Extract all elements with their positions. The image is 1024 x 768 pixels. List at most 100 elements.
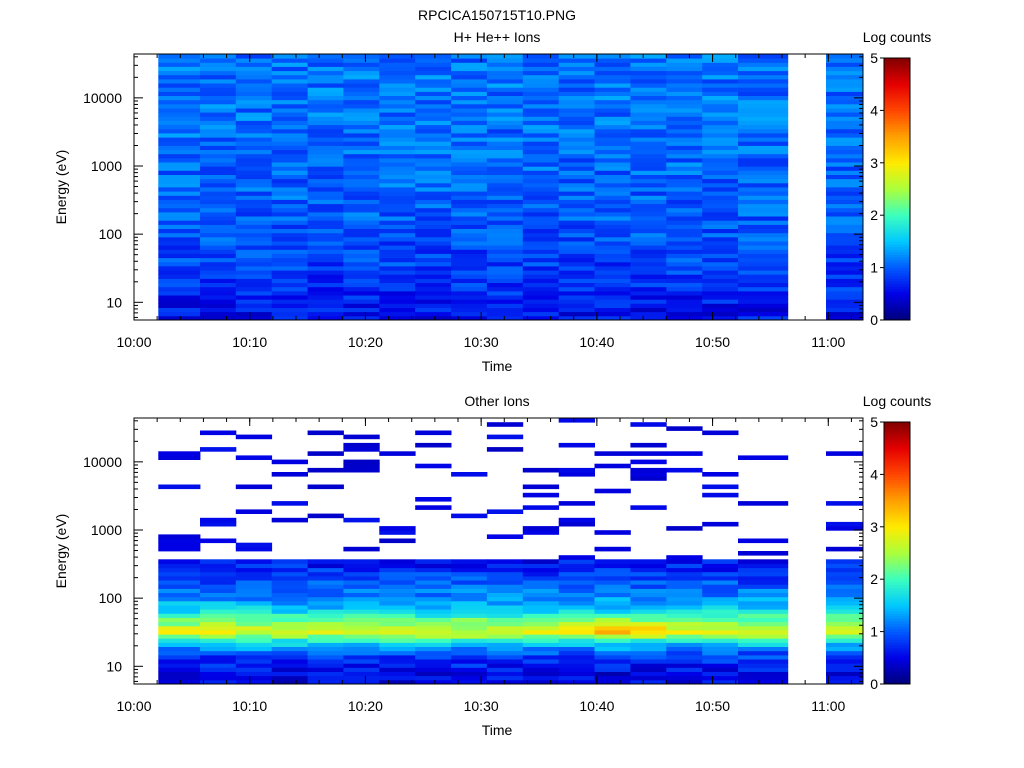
heatmap-cell [271, 663, 308, 668]
heatmap-cell [522, 62, 560, 67]
heatmap-cell [158, 303, 201, 308]
heatmap-cell [738, 270, 789, 275]
heatmap-cell [594, 646, 631, 652]
colorbar-label: Log counts [863, 393, 932, 409]
heatmap-cell [486, 638, 524, 643]
heatmap-cell [594, 282, 631, 288]
heatmap-cell [200, 228, 237, 234]
heatmap-cell [307, 54, 344, 59]
heatmap-cell [158, 274, 201, 279]
heatmap-cell [486, 575, 524, 581]
heatmap-cell [451, 675, 488, 681]
heatmap-cell [200, 99, 237, 105]
heatmap-cell [738, 91, 789, 96]
heatmap-cell [630, 638, 667, 643]
heatmap-cell [235, 638, 273, 643]
heatmap-cell [826, 99, 864, 105]
heatmap-cell [630, 207, 667, 213]
y-tick-label: 10000 [83, 90, 122, 106]
heatmap-cell [594, 166, 631, 171]
heatmap-cell [738, 199, 789, 205]
y-tick-label: 100 [99, 590, 123, 606]
heatmap-cell [415, 679, 452, 685]
heatmap-cell [558, 278, 595, 283]
heatmap-cell [558, 103, 595, 109]
heatmap-cell [594, 153, 631, 159]
heatmap-cell [451, 266, 488, 271]
heatmap-cell [702, 78, 739, 84]
heatmap-cell [666, 141, 703, 146]
colorbar-tick-label: 4 [870, 102, 878, 118]
heatmap-cell [271, 128, 308, 134]
heatmap-cell [826, 286, 864, 292]
heatmap-cell [451, 282, 488, 288]
heatmap-cell [158, 228, 201, 234]
heatmap-cell [158, 675, 201, 681]
heatmap-cell [630, 133, 667, 138]
heatmap-cell [522, 307, 560, 313]
heatmap-cell [379, 663, 416, 668]
heatmap-cell [702, 178, 739, 184]
heatmap-cell [271, 609, 308, 614]
heatmap-cell [666, 124, 703, 130]
heatmap-cell [271, 613, 308, 618]
heatmap-cell [738, 174, 789, 180]
heatmap-cell [630, 187, 667, 192]
heatmap-cell [235, 58, 273, 63]
colorbar-segment [884, 157, 910, 161]
heatmap-cell [486, 270, 524, 275]
heatmap-cell [271, 642, 308, 647]
heatmap-cell [594, 571, 631, 577]
heatmap-cell [666, 659, 703, 664]
heatmap-cell [522, 588, 560, 593]
heatmap-cell [522, 54, 560, 59]
heatmap-cell [558, 617, 595, 623]
heatmap-cell [307, 600, 344, 606]
colorbar-segment [884, 424, 910, 428]
heatmap-cell [415, 559, 452, 564]
heatmap-cell [486, 650, 524, 656]
colorbar-segment [884, 550, 910, 554]
heatmap-cell [738, 195, 789, 200]
heatmap-cell [486, 571, 524, 577]
heatmap-cell [307, 609, 344, 614]
heatmap-cell [200, 600, 237, 606]
heatmap-cell [558, 220, 595, 225]
heatmap-cell [451, 245, 488, 250]
colorbar-segment [884, 207, 910, 211]
heatmap-cell [486, 199, 524, 205]
heatmap-cell [558, 91, 595, 96]
heatmap-cell [415, 463, 452, 469]
heatmap-cell [738, 588, 789, 593]
heatmap-cell [826, 270, 864, 275]
colorbar-segment [884, 482, 910, 486]
heatmap-cell [200, 70, 237, 76]
colorbar-segment [884, 170, 910, 174]
heatmap-cell [702, 609, 739, 614]
heatmap-cell [594, 112, 631, 117]
heatmap-cell [271, 232, 308, 238]
heatmap-cell [158, 659, 201, 664]
heatmap-cell [826, 216, 864, 221]
heatmap-cell [522, 642, 560, 647]
heatmap-cell [486, 434, 524, 440]
colorbar-tick-label: 1 [870, 260, 878, 276]
heatmap-cell [158, 295, 201, 300]
heatmap-cell [451, 584, 488, 589]
heatmap-cell [486, 625, 524, 631]
heatmap-cell [738, 617, 789, 623]
colorbar-segment [884, 511, 910, 515]
heatmap-cell [594, 74, 631, 80]
heatmap-cell [200, 613, 237, 618]
heatmap-cell [522, 224, 560, 229]
heatmap-cell [558, 630, 595, 635]
heatmap-cell [630, 588, 667, 593]
heatmap-cell [702, 613, 739, 618]
heatmap-cell [738, 663, 789, 668]
heatmap-cell [738, 207, 789, 213]
heatmap-cell [666, 654, 703, 660]
heatmap-cell [415, 103, 452, 109]
heatmap-cell [522, 311, 560, 317]
heatmap-cell [235, 571, 273, 577]
heatmap-cell [486, 559, 524, 564]
